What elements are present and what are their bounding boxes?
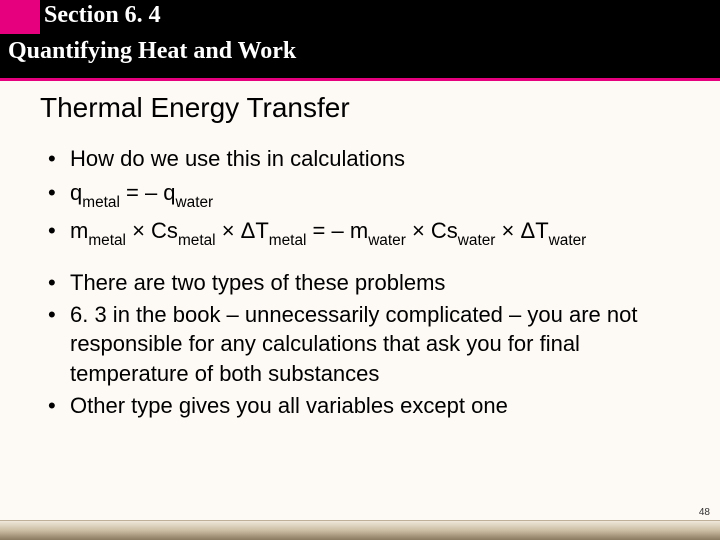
section-number: Section 6. 4: [44, 2, 161, 29]
eq-text: m: [70, 218, 88, 243]
header-bar: Section 6. 4 Quantifying Heat and Work: [0, 0, 720, 78]
bullet-list-1: How do we use this in calculations qmeta…: [40, 144, 690, 250]
eq-sub: water: [176, 194, 214, 211]
slide-content: Thermal Energy Transfer How do we use th…: [0, 78, 720, 421]
eq-sub: water: [368, 232, 406, 249]
eq-text: × ΔT: [216, 218, 269, 243]
eq-text: = – q: [120, 180, 176, 205]
page-number: 48: [699, 507, 710, 518]
accent-box: [0, 0, 40, 34]
slide-title: Thermal Energy Transfer: [40, 92, 690, 124]
bullet-item: 6. 3 in the book – unnecessarily complic…: [48, 300, 690, 389]
eq-text: × Cs: [406, 218, 458, 243]
eq-sub: metal: [82, 194, 120, 211]
bullet-item: Other type gives you all variables excep…: [48, 391, 690, 421]
eq-text: q: [70, 180, 82, 205]
section-subtitle: Quantifying Heat and Work: [8, 38, 296, 65]
eq-text: × ΔT: [495, 218, 548, 243]
eq-sub: water: [549, 232, 587, 249]
accent-underline: [0, 78, 720, 81]
eq-sub: metal: [269, 232, 307, 249]
bullet-item: There are two types of these problems: [48, 268, 690, 298]
bullet-list-2: There are two types of these problems 6.…: [40, 268, 690, 420]
eq-text: × Cs: [126, 218, 178, 243]
bullet-item-equation: qmetal = – qwater: [48, 178, 690, 212]
eq-sub: metal: [88, 232, 126, 249]
bullet-item: How do we use this in calculations: [48, 144, 690, 174]
eq-text: = – m: [306, 218, 368, 243]
eq-sub: water: [458, 232, 496, 249]
bullet-item-equation: mmetal × Csmetal × ΔTmetal = – mwater × …: [48, 216, 690, 250]
footer-bar: [0, 520, 720, 540]
eq-sub: metal: [178, 232, 216, 249]
